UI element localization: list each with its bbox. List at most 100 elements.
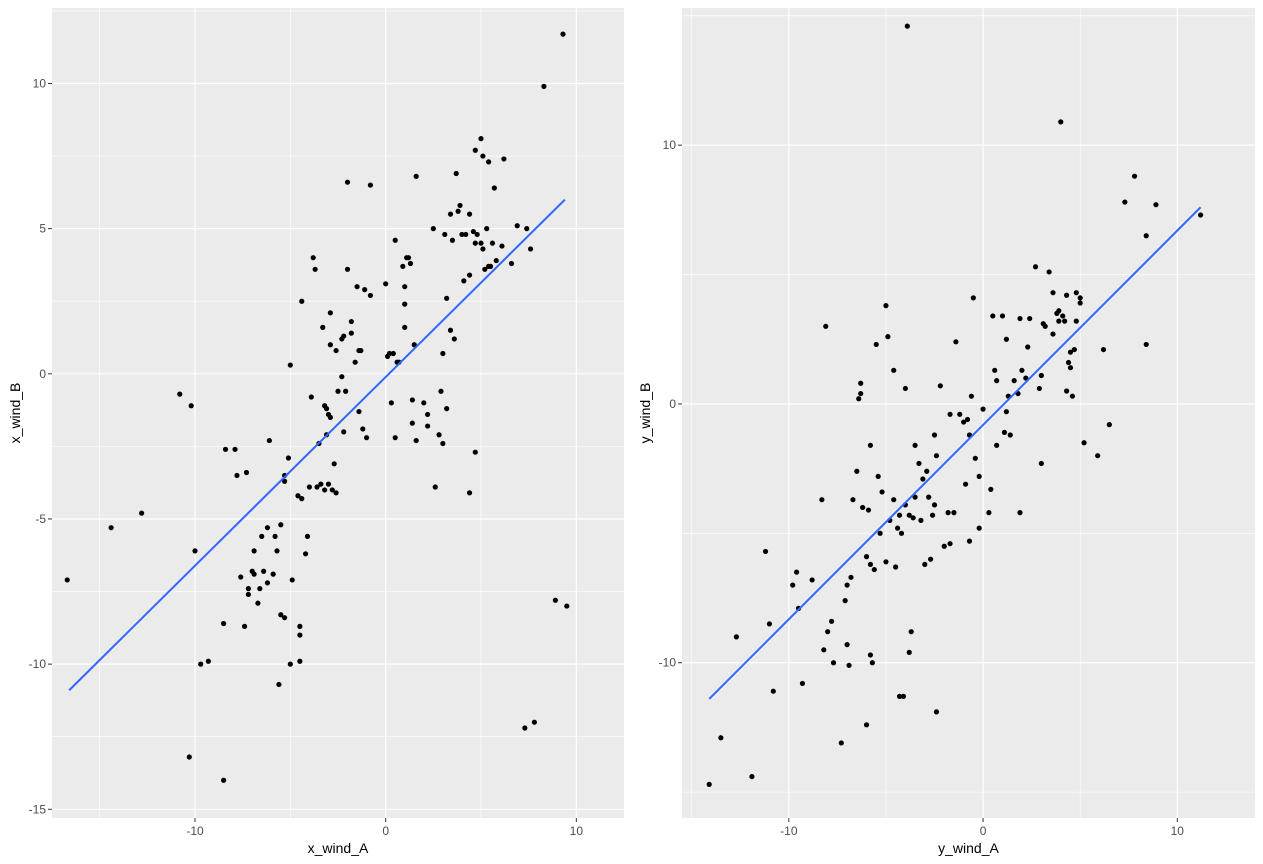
data-point [790,582,796,588]
x-tick-label: -10 [780,824,798,838]
data-point [961,419,967,425]
data-point [994,442,1000,448]
y-tick-label: -5 [35,512,46,526]
data-point [383,281,389,287]
data-point [278,522,284,528]
data-point [409,397,415,403]
data-point [205,658,211,664]
data-point [883,303,889,309]
data-point [425,423,431,429]
plot-panel [52,8,624,818]
data-point [1058,119,1064,125]
data-point [139,510,145,516]
data-point [560,31,566,37]
data-point [749,773,755,780]
data-point [999,313,1006,319]
data-point [352,359,358,365]
data-point [848,574,854,580]
data-point [564,603,570,609]
data-point [1019,367,1025,373]
data-point [867,561,874,567]
data-point [198,661,204,667]
data-point [297,658,303,664]
data-point [1056,308,1062,314]
data-point [879,489,885,495]
data-point [972,455,978,461]
data-point [531,719,537,725]
data-point [1060,313,1066,319]
data-point [392,237,398,243]
data-point [860,504,866,511]
data-point [976,473,982,480]
data-point [466,211,473,217]
data-point [282,478,288,484]
data-point [1071,346,1077,353]
data-point [327,414,333,420]
data-point [962,481,969,487]
data-point [850,497,856,503]
data-point [733,634,739,640]
data-point [312,266,318,272]
data-point [896,512,903,518]
data-point [916,460,922,467]
data-point [945,510,951,516]
data-point [64,577,70,583]
data-point [891,367,897,373]
data-point [976,525,982,531]
data-point [440,350,446,357]
y-tick-label: 10 [663,138,677,152]
data-point [933,453,940,459]
data-point [1143,233,1149,239]
data-point [192,548,198,554]
data-point [918,517,924,523]
data-point [325,481,332,487]
data-point [432,484,438,490]
data-point [463,231,469,238]
data-point [341,333,347,339]
data-point [327,310,333,316]
data-point [819,497,825,503]
data-point [875,473,881,480]
data-point [472,240,478,246]
data-point [1038,372,1044,379]
data-point [931,432,938,438]
data-point [320,324,326,330]
data-point [838,740,844,746]
data-point [900,693,907,699]
data-point [1095,453,1101,459]
data-point [245,586,251,592]
data-point [304,533,311,539]
data-point [484,226,490,232]
data-point [289,577,295,583]
data-point [994,378,1000,384]
data-point [234,472,240,479]
panel-x-wind: -10 0 10 -15 -10 -5 0 5 10 x_wind_A x_wind_B [7,8,624,856]
data-point [493,257,499,264]
regression-line [68,198,566,691]
data-point [402,324,408,330]
data-point [863,554,870,560]
data-point [1122,199,1128,205]
data-point [1063,388,1070,394]
data-point [541,83,547,89]
data-point [970,295,976,301]
data-point [980,406,986,412]
data-point [287,362,293,368]
x-tick-label: 10 [1171,824,1185,838]
data-point [489,240,496,246]
data-point [474,231,480,238]
data-point [478,136,484,142]
data-point [877,530,883,536]
data-point [297,623,303,629]
data-point [968,393,975,399]
data-point [990,313,996,319]
data-point [186,754,192,760]
y-tick-label: -10 [659,656,677,670]
data-point [344,179,351,185]
data-point [809,577,815,583]
data-point [306,484,312,490]
data-point [407,260,414,267]
data-point [364,435,370,441]
data-point [486,159,492,165]
data-point [1046,269,1052,275]
